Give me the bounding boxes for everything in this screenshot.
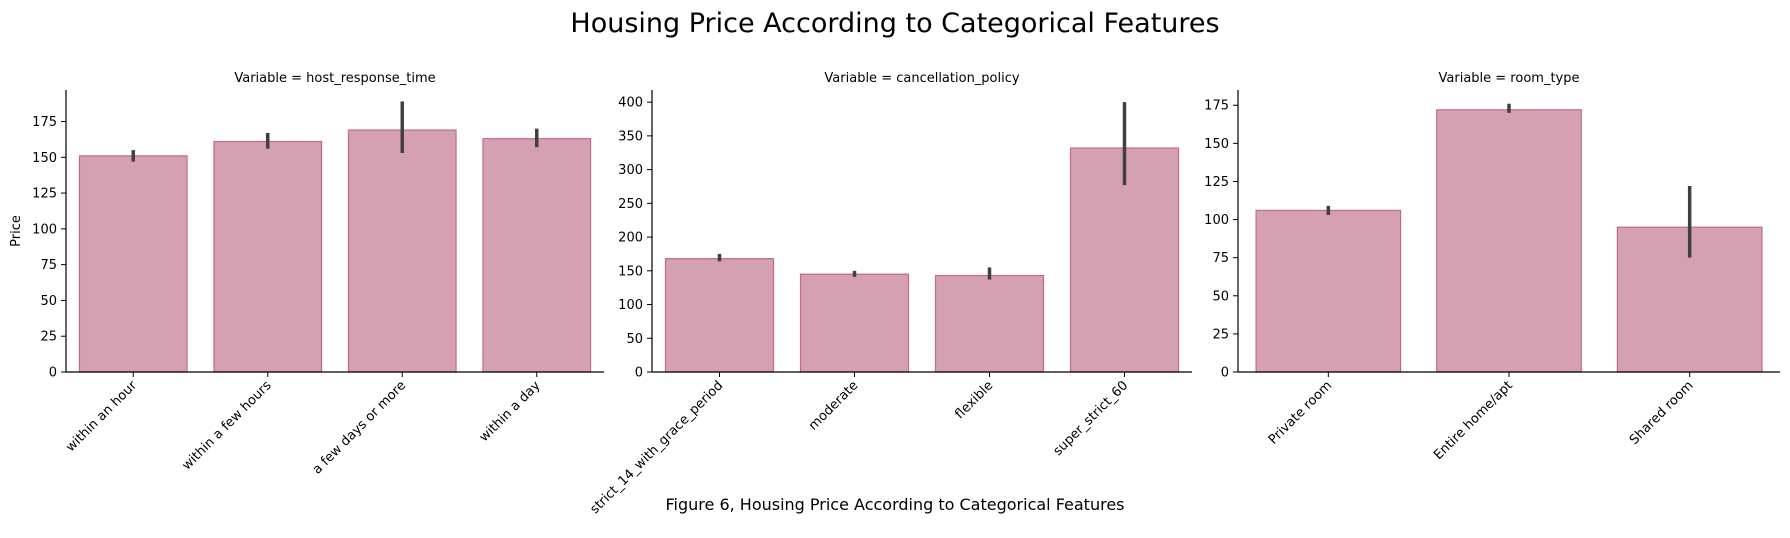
bar bbox=[934, 274, 1045, 373]
y-tick-label: 25 bbox=[1212, 327, 1229, 342]
x-tick-label: within an hour bbox=[63, 378, 140, 455]
x-tick-label: a few days or more bbox=[310, 378, 409, 477]
bar bbox=[799, 273, 910, 373]
bar bbox=[1255, 209, 1402, 373]
bar bbox=[213, 140, 323, 373]
x-tick-label: Entire home/apt bbox=[1431, 378, 1516, 463]
chart-panel-1: Variable = host_response_time 0 25 50 75 100 1… bbox=[9, 71, 604, 477]
x-tick-label: flexible bbox=[952, 378, 996, 422]
panel-title: Variable = host_response_time bbox=[234, 71, 435, 86]
panels: Variable = host_response_time 0 25 50 75 100 1… bbox=[9, 71, 1780, 517]
x-tick-label: Private room bbox=[1266, 378, 1335, 447]
x-tick-label: moderate bbox=[806, 378, 861, 433]
y-tick-label: 50 bbox=[626, 332, 643, 347]
y-tick-label: 175 bbox=[32, 115, 57, 130]
y-tick-label: 150 bbox=[1204, 137, 1229, 152]
x-tick-label: Shared room bbox=[1627, 378, 1697, 448]
figure-caption: Figure 6, Housing Price According to Cat… bbox=[666, 495, 1125, 514]
y-tick-label: 100 bbox=[618, 298, 643, 313]
y-tick-label: 250 bbox=[618, 197, 643, 212]
x-tick-label: super_strict_60 bbox=[1051, 378, 1132, 459]
y-tick-label: 0 bbox=[49, 366, 57, 381]
panel-title: Variable = room_type bbox=[1439, 71, 1580, 86]
bar bbox=[664, 258, 775, 373]
x-tick-label: within a day bbox=[477, 378, 544, 445]
bar bbox=[78, 155, 188, 373]
y-tick-label: 50 bbox=[1212, 289, 1229, 304]
panel-title: Variable = cancellation_policy bbox=[824, 71, 1019, 86]
y-tick-label: 0 bbox=[635, 366, 643, 381]
y-axis-label: Price bbox=[9, 215, 24, 247]
y-tick-label: 125 bbox=[32, 187, 57, 202]
y-tick-label: 200 bbox=[618, 231, 643, 246]
y-tick-label: 400 bbox=[618, 96, 643, 111]
bar bbox=[1436, 109, 1582, 373]
figure-title: Housing Price According to Categorical F… bbox=[570, 8, 1219, 39]
y-tick-label: 0 bbox=[1221, 366, 1229, 381]
y-tick-label: 350 bbox=[618, 129, 643, 144]
bar bbox=[482, 138, 592, 373]
y-tick-label: 300 bbox=[618, 163, 643, 178]
y-tick-label: 25 bbox=[40, 330, 57, 345]
y-tick-label: 50 bbox=[40, 294, 57, 309]
chart-panel-3: Variable = room_type 0 25 50 75 100 125 150 175 P… bbox=[1204, 71, 1780, 463]
y-tick-label: 75 bbox=[1212, 251, 1229, 266]
y-tick-label: 100 bbox=[1204, 213, 1229, 228]
y-tick-label: 175 bbox=[1204, 99, 1229, 114]
y-tick-label: 125 bbox=[1204, 175, 1229, 190]
y-tick-label: 150 bbox=[32, 151, 57, 166]
y-tick-label: 100 bbox=[32, 222, 57, 237]
chart-panel-2: Variable = cancellation_policy 0 50 100 150 2… bbox=[588, 71, 1192, 517]
y-tick-label: 75 bbox=[40, 258, 57, 273]
bar bbox=[347, 129, 457, 373]
x-tick-label: within a few hours bbox=[179, 378, 274, 473]
y-tick-label: 150 bbox=[618, 264, 643, 279]
